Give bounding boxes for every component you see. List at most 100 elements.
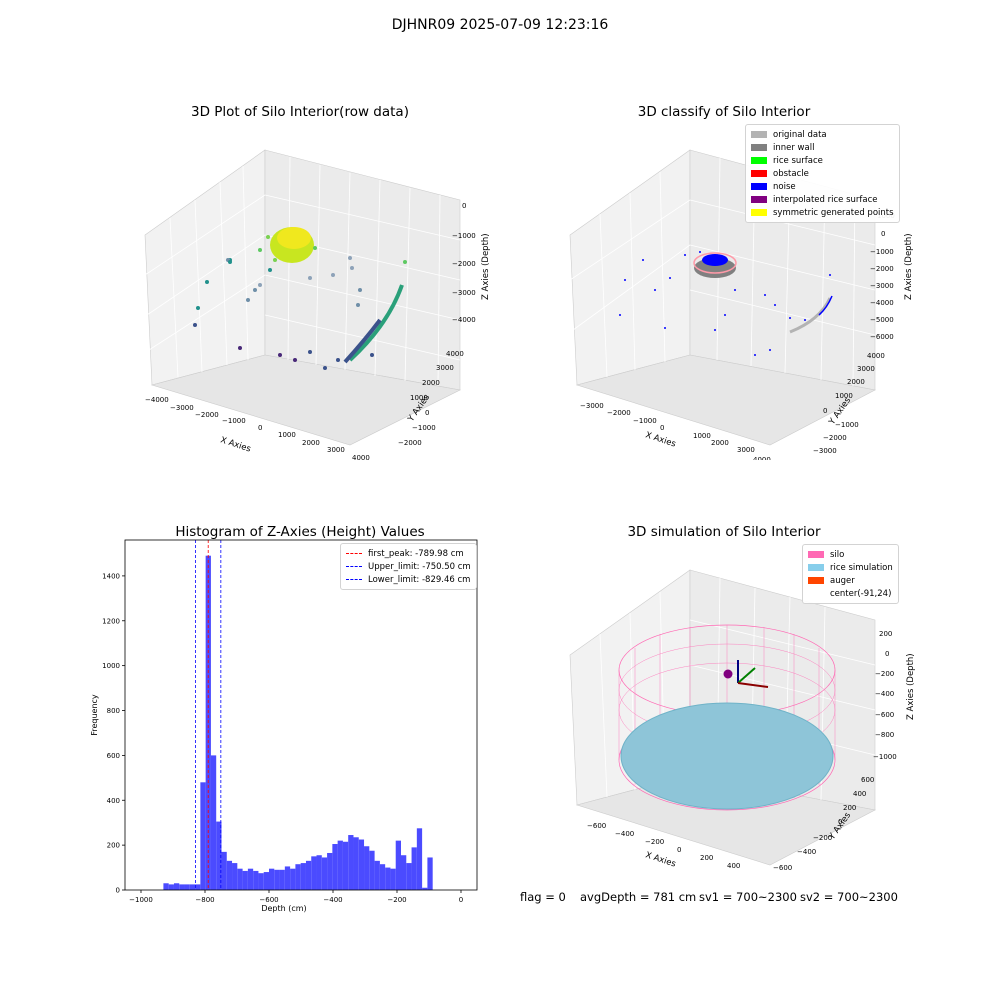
histogram-bar — [237, 868, 243, 890]
svg-text:−400: −400 — [797, 848, 816, 856]
histogram-bar — [295, 864, 301, 890]
raw-3d-plot: −4000 −3000 −2000 −1000 0 1000 2000 3000… — [144, 149, 491, 460]
legend-item: inner wall — [751, 141, 894, 154]
histogram-bar — [184, 884, 190, 890]
histogram-bar — [247, 868, 254, 890]
histogram-bar — [401, 855, 407, 890]
classify-xlabel: X Axies — [644, 430, 677, 449]
histogram-xtick-label: −800 — [195, 896, 214, 904]
svg-text:−2000: −2000 — [607, 409, 631, 417]
histogram-bar — [163, 883, 169, 890]
svg-text:0: 0 — [425, 409, 429, 417]
svg-text:1000: 1000 — [410, 394, 428, 402]
histogram-ytick-label: 200 — [107, 842, 120, 850]
classify-zlabel: Z Axies (Depth) — [904, 233, 914, 300]
svg-text:−3000: −3000 — [870, 282, 894, 290]
svg-text:−1000: −1000 — [412, 424, 436, 432]
svg-text:0: 0 — [677, 846, 681, 854]
figure-title: DJHNR09 2025-07-09 12:23:16 — [391, 17, 609, 33]
svg-text:2000: 2000 — [711, 439, 729, 447]
svg-text:3000: 3000 — [737, 446, 755, 454]
raw-zlabel: Z Axies (Depth) — [481, 233, 491, 300]
histogram-ytick-label: 1200 — [102, 617, 120, 625]
histogram-bar — [189, 884, 196, 890]
histogram-bar — [226, 860, 233, 890]
svg-text:3000: 3000 — [436, 364, 454, 372]
simulation-xlabel: X Axies — [644, 850, 677, 869]
histogram-bar — [216, 821, 222, 890]
histogram-bar — [337, 840, 343, 890]
simulation-title: 3D simulation of Silo Interior — [627, 524, 821, 540]
svg-text:−3000: −3000 — [452, 289, 476, 297]
svg-text:2000: 2000 — [847, 378, 865, 386]
svg-text:4000: 4000 — [352, 454, 370, 460]
svg-text:−1000: −1000 — [222, 417, 246, 425]
legend-item: auger — [808, 574, 893, 587]
status-sv1: sv1 = 700~2300 — [699, 890, 797, 904]
histogram-bar — [210, 755, 217, 890]
histogram-bar — [327, 852, 333, 890]
histogram-xtick-label: −200 — [387, 896, 406, 904]
svg-text:−1000: −1000 — [633, 417, 657, 425]
svg-text:600: 600 — [861, 776, 874, 784]
svg-text:−3000: −3000 — [813, 447, 837, 455]
histogram-bar — [232, 863, 238, 890]
svg-text:−4000: −4000 — [870, 299, 894, 307]
svg-text:−1000: −1000 — [452, 232, 476, 240]
svg-text:−400: −400 — [875, 690, 894, 698]
histogram-bar — [242, 870, 248, 890]
histogram-bar — [258, 873, 264, 890]
svg-text:4000: 4000 — [753, 456, 771, 460]
legend-item: rice simulation — [808, 561, 893, 574]
histogram-bar — [427, 857, 433, 890]
svg-text:0: 0 — [881, 230, 885, 238]
histogram-bar — [195, 884, 201, 890]
histogram-bar — [200, 782, 206, 890]
svg-text:−3000: −3000 — [170, 404, 194, 412]
histogram-xlabel: Depth (cm) — [261, 904, 306, 913]
svg-text:0: 0 — [885, 650, 889, 658]
legend-item: silo — [808, 548, 893, 561]
histogram-bar — [422, 887, 428, 890]
status-flag: flag = 0 — [520, 890, 566, 904]
svg-text:−2000: −2000 — [398, 439, 422, 447]
histogram-bar — [305, 860, 312, 890]
legend-item: rice surface — [751, 154, 894, 167]
svg-text:3000: 3000 — [857, 365, 875, 373]
raw-plot-title: 3D Plot of Silo Interior(row data) — [191, 104, 409, 120]
simulation-zlabel: Z Axies (Depth) — [906, 653, 916, 720]
histogram-xtick-label: −1000 — [129, 896, 153, 904]
histogram-bar — [353, 837, 359, 890]
histogram-bar — [173, 883, 180, 890]
histogram-title: Histogram of Z-Axies (Height) Values — [175, 524, 425, 540]
svg-text:1000: 1000 — [693, 432, 711, 440]
svg-text:0: 0 — [462, 202, 466, 210]
svg-text:400: 400 — [853, 790, 866, 798]
histogram-chart: −1000 −800 −600 −400 −200 0 0 200 400 600 800 1000 1… — [90, 539, 478, 913]
histogram-bar — [279, 869, 285, 890]
svg-text:1000: 1000 — [278, 431, 296, 439]
histogram-xtick-label: −600 — [259, 896, 278, 904]
svg-text:−4000: −4000 — [452, 316, 476, 324]
raw-xlabel: X Axies — [219, 435, 252, 454]
histogram-ytick-label: 800 — [107, 707, 120, 715]
histogram-ytick-label: 400 — [107, 797, 120, 805]
histogram-bar — [374, 860, 380, 890]
histogram-bar — [364, 846, 370, 890]
histogram-bar — [369, 850, 375, 890]
histogram-bar — [179, 884, 185, 890]
svg-text:−200: −200 — [875, 670, 894, 678]
histogram-xtick-label: −400 — [323, 896, 342, 904]
histogram-bar — [358, 839, 365, 890]
svg-text:−5000: −5000 — [870, 316, 894, 324]
histogram-ytick-label: 1400 — [102, 572, 120, 580]
svg-text:−6000: −6000 — [870, 333, 894, 341]
legend-item: obstacle — [751, 167, 894, 180]
histogram-bar — [390, 868, 396, 890]
histogram-ylabel: Frequency — [90, 694, 99, 736]
svg-text:−1000: −1000 — [835, 421, 859, 429]
svg-text:0: 0 — [823, 407, 827, 415]
histogram-bar — [395, 840, 401, 890]
histogram-bar — [385, 867, 391, 890]
svg-text:−4000: −4000 — [145, 396, 169, 404]
